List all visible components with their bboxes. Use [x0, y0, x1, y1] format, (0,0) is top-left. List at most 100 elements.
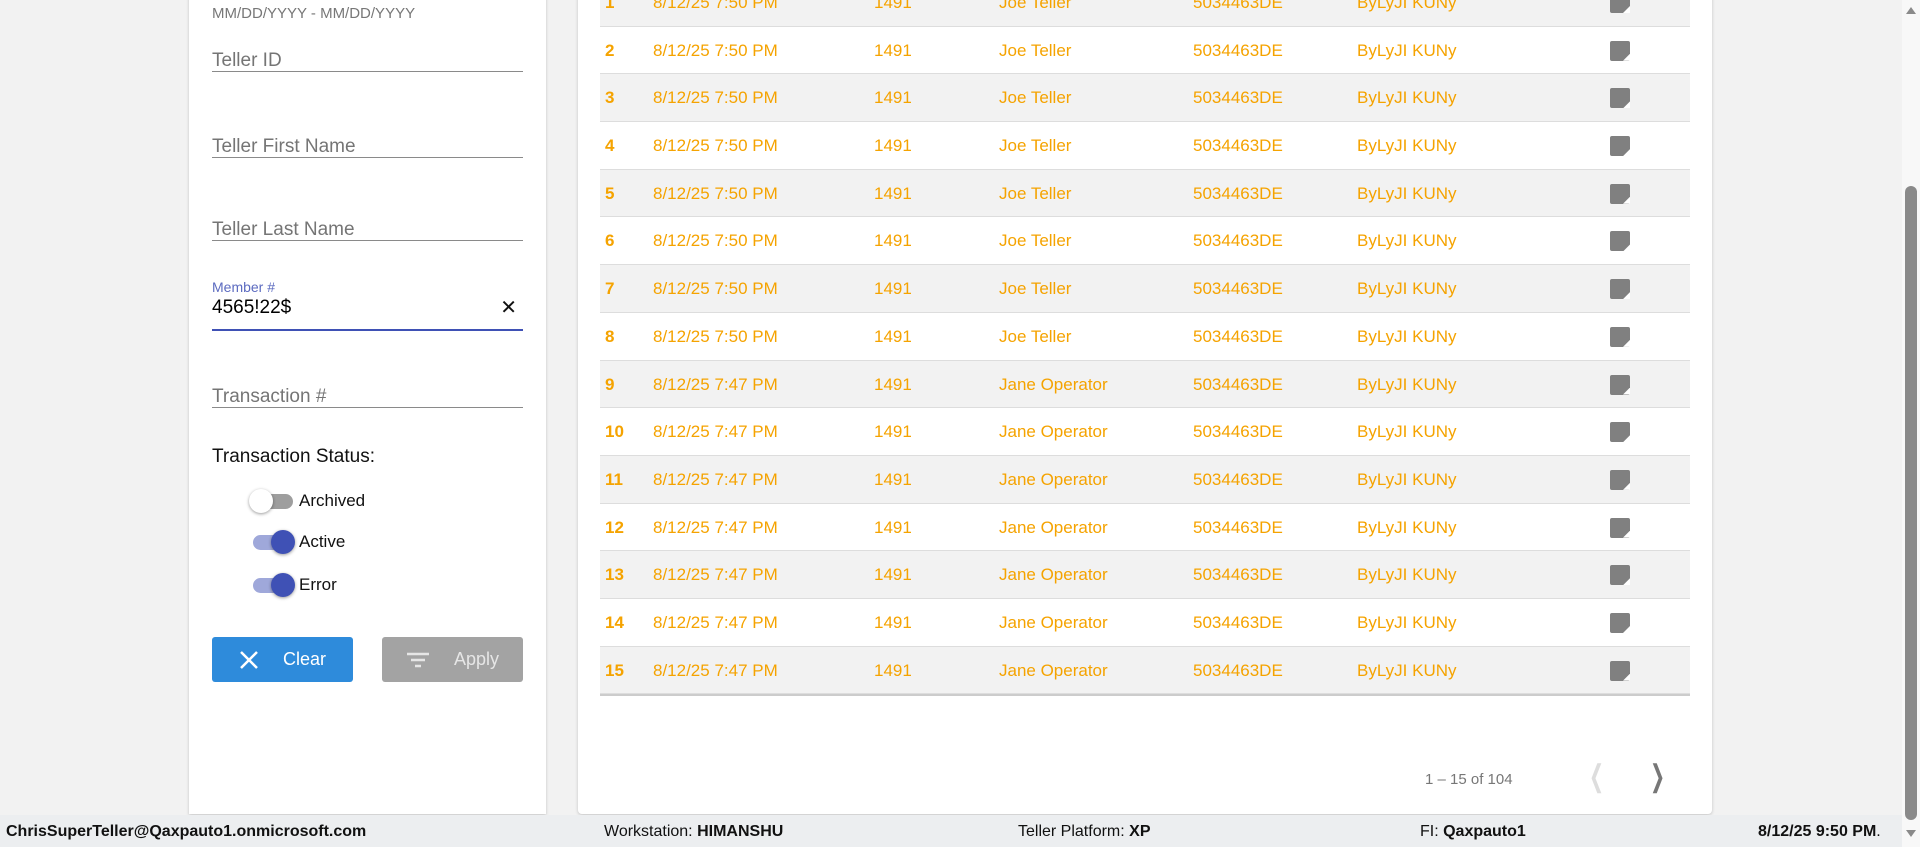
table-row[interactable]: 3 8/12/25 7:50 PM 1491 Joe Teller 5034463DE B…	[600, 74, 1690, 123]
cell-3: Joe Teller	[999, 231, 1072, 251]
cell-4: 5034463DE	[1193, 517, 1283, 537]
cell-1: 8/12/25 7:47 PM	[653, 469, 778, 489]
member-value: 4565!22$	[212, 297, 292, 318]
table-row[interactable]: 7 8/12/25 7:50 PM 1491 Joe Teller 5034463DE B…	[600, 265, 1690, 313]
cell-2: 1491	[874, 374, 912, 394]
teller-last-name-input[interactable]: Teller Last Name	[212, 219, 523, 241]
scrollbar[interactable]	[1902, 0, 1920, 847]
table-row[interactable]: 5 8/12/25 7:50 PM 1491 Joe Teller 5034463DE B…	[600, 169, 1690, 218]
cell-4: 5034463DE	[1193, 374, 1283, 394]
cell-3: Jane Operator	[999, 517, 1108, 537]
next-page-button[interactable]: ❯	[1650, 760, 1666, 793]
table-row[interactable]: 15 8/12/25 7:47 PM 1491 Jane Operator 503446…	[600, 646, 1690, 695]
cell-4: 5034463DE	[1193, 136, 1283, 156]
clear-button[interactable]: Clear	[212, 637, 353, 682]
teller-last-placeholder: Teller Last Name	[212, 219, 355, 240]
scrollbar-thumb[interactable]	[1905, 186, 1917, 820]
apply-button[interactable]: Apply	[382, 637, 523, 682]
note-icon[interactable]	[1610, 326, 1630, 347]
cell-5: ByLyJI KUNy	[1357, 88, 1457, 108]
note-icon[interactable]	[1610, 422, 1630, 443]
note-icon[interactable]	[1610, 136, 1630, 157]
cell-2: 1491	[874, 231, 912, 251]
cell-4: 5034463DE	[1193, 422, 1283, 442]
note-icon[interactable]	[1610, 183, 1630, 204]
clear-label: Clear	[282, 649, 326, 669]
cell-4: 5034463DE	[1193, 565, 1283, 585]
toggle-archived[interactable]	[249, 489, 294, 513]
cell-4: 5034463DE	[1193, 660, 1283, 680]
member-label: Member #	[212, 279, 276, 295]
note-icon[interactable]	[1610, 660, 1630, 681]
cell-2: 1491	[874, 660, 912, 680]
platform-label: Teller Platform:	[1018, 823, 1130, 840]
teller-id-input[interactable]: Teller ID	[212, 50, 523, 72]
note-icon[interactable]	[1610, 279, 1630, 300]
scroll-up-icon[interactable]	[1906, 7, 1916, 14]
table-row[interactable]: 2 8/12/25 7:50 PM 1491 Joe Teller 5034463DE B…	[600, 27, 1690, 75]
cell-5: ByLyJI KUNy	[1357, 231, 1457, 251]
teller-first-name-input[interactable]: Teller First Name	[212, 136, 523, 158]
toggle-active[interactable]	[249, 530, 295, 554]
table-row[interactable]: 10 8/12/25 7:47 PM 1491 Jane Operator 503446…	[600, 408, 1690, 456]
note-icon[interactable]	[1610, 0, 1630, 13]
cell-2: 1491	[874, 136, 912, 156]
teller-id-placeholder: Teller ID	[212, 50, 282, 71]
cell-5: ByLyJI KUNy	[1357, 517, 1457, 537]
datetime-value: 8/12/25 9:50 PM	[1758, 823, 1877, 840]
cell-2: 1491	[874, 183, 912, 203]
cell-5: ByLyJI KUNy	[1357, 422, 1457, 442]
user-email: ChrisSuperTeller@Qaxpauto1.onmicrosoft.c…	[6, 823, 367, 840]
toggle-error[interactable]	[249, 573, 295, 597]
cell-0: 10	[605, 422, 624, 442]
cell-2: 1491	[874, 469, 912, 489]
cell-1: 8/12/25 7:50 PM	[653, 40, 778, 60]
fi-label: FI:	[1420, 823, 1444, 840]
cell-4: 5034463DE	[1193, 326, 1283, 346]
cell-0: 14	[605, 612, 624, 632]
note-icon[interactable]	[1610, 565, 1630, 586]
table-row[interactable]: 8 8/12/25 7:50 PM 1491 Joe Teller 5034463DE B…	[600, 313, 1690, 361]
cell-0: 3	[605, 88, 615, 108]
table-row[interactable]: 11 8/12/25 7:47 PM 1491 Jane Operator 503446…	[600, 455, 1690, 504]
datetime: 8/12/25 9:50 PM.	[1758, 823, 1881, 841]
datetime-suffix: .	[1876, 823, 1881, 840]
table-row[interactable]: 4 8/12/25 7:50 PM 1491 Joe Teller 5034463DE B…	[600, 122, 1690, 170]
teller-first-placeholder: Teller First Name	[212, 136, 356, 157]
table-row[interactable]: 9 8/12/25 7:47 PM 1491 Jane Operator 5034463…	[600, 360, 1690, 409]
member-input[interactable]: 4565!22$ ✕	[212, 297, 523, 331]
table-row[interactable]: 1 8/12/25 7:50 PM 1491 Joe Teller 5034463DE B…	[600, 0, 1690, 27]
note-icon[interactable]	[1610, 40, 1630, 61]
cell-1: 8/12/25 7:50 PM	[653, 279, 778, 299]
table-row[interactable]: 14 8/12/25 7:47 PM 1491 Jane Operator 503446…	[600, 599, 1690, 647]
cell-5: ByLyJI KUNy	[1357, 0, 1457, 12]
cell-3: Jane Operator	[999, 660, 1108, 680]
cell-5: ByLyJI KUNy	[1357, 565, 1457, 585]
cell-4: 5034463DE	[1193, 88, 1283, 108]
note-icon[interactable]	[1610, 517, 1630, 538]
note-icon[interactable]	[1610, 374, 1630, 395]
cell-5: ByLyJI KUNy	[1357, 279, 1457, 299]
transaction-input[interactable]: Transaction #	[212, 386, 523, 408]
clear-field-icon[interactable]: ✕	[500, 297, 517, 319]
cell-0: 9	[605, 374, 615, 394]
table-row[interactable]: 12 8/12/25 7:47 PM 1491 Jane Operator 503446…	[600, 504, 1690, 552]
note-icon[interactable]	[1610, 88, 1630, 109]
cell-0: 13	[605, 565, 624, 585]
table-row[interactable]: 13 8/12/25 7:47 PM 1491 Jane Operator 503446…	[600, 551, 1690, 599]
cell-0: 15	[605, 660, 624, 680]
cell-4: 5034463DE	[1193, 612, 1283, 632]
transactions-table: 1 8/12/25 7:50 PM 1491 Joe Teller 5034463DE B…	[600, 0, 1690, 697]
table-row[interactable]: 6 8/12/25 7:50 PM 1491 Joe Teller 5034463DE B…	[600, 217, 1690, 266]
note-icon[interactable]	[1610, 231, 1630, 252]
toggle-knob	[249, 489, 273, 513]
cell-5: ByLyJI KUNy	[1357, 326, 1457, 346]
cell-0: 5	[605, 183, 615, 203]
note-icon[interactable]	[1610, 469, 1630, 490]
toggle-knob	[271, 573, 295, 597]
scroll-down-icon[interactable]	[1906, 830, 1916, 837]
prev-page-button[interactable]: ❮	[1589, 760, 1605, 793]
cell-3: Jane Operator	[999, 374, 1108, 394]
cell-1: 8/12/25 7:50 PM	[653, 326, 778, 346]
note-icon[interactable]	[1610, 612, 1630, 633]
